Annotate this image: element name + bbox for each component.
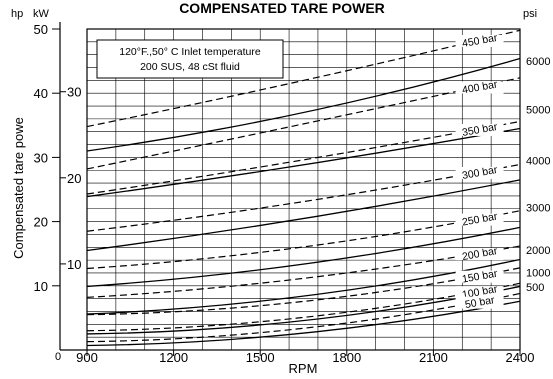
annotation-line-1: 120°F.,50° C Inlet temperature bbox=[119, 46, 261, 58]
x-tick-label: 1800 bbox=[332, 350, 361, 365]
x-tick-label: 900 bbox=[76, 350, 98, 365]
hp-tick-label: 10 bbox=[34, 279, 48, 294]
hp-tick-label: 20 bbox=[34, 215, 48, 230]
solid-series-line bbox=[86, 300, 521, 347]
series-label: 400 bar bbox=[461, 78, 499, 96]
x-tick-label: 2400 bbox=[506, 350, 535, 365]
x-tick-label: 2100 bbox=[419, 350, 448, 365]
x-tick-label: 1200 bbox=[159, 350, 188, 365]
dashed-series-line bbox=[86, 163, 521, 232]
psi-tick-label: 1000 bbox=[526, 267, 550, 279]
series-label: 450 bar bbox=[461, 32, 499, 50]
dashed-series-line bbox=[86, 245, 521, 298]
kw-tick-label: 20 bbox=[67, 171, 81, 186]
series-label-bg bbox=[455, 81, 504, 94]
x-tick-label: 1500 bbox=[246, 350, 275, 365]
solid-series-line bbox=[86, 226, 521, 288]
psi-tick-label: 2000 bbox=[526, 245, 550, 257]
series-label-bg bbox=[455, 213, 504, 226]
kw-tick-label: 10 bbox=[67, 257, 81, 272]
dashed-series-line bbox=[86, 29, 521, 128]
annotation-frame bbox=[96, 39, 284, 79]
hp-tick-label: 40 bbox=[34, 86, 48, 101]
chart-title: COMPENSATED TARE POWER bbox=[179, 0, 385, 16]
hp-unit-label: hp bbox=[11, 8, 23, 20]
x-zero-label: 0 bbox=[55, 351, 61, 363]
series-label-bg bbox=[455, 286, 504, 299]
annotation-line-2: 200 SUS, 48 cSt fluid bbox=[140, 61, 240, 73]
x-axis-label: RPM bbox=[289, 361, 318, 376]
axes bbox=[52, 22, 521, 356]
series-label-bg bbox=[455, 248, 504, 261]
dashed-series-line bbox=[86, 282, 521, 332]
hp-tick-label: 50 bbox=[34, 22, 48, 37]
kw-tick-label: 30 bbox=[67, 85, 81, 100]
psi-unit-label: psi bbox=[523, 8, 537, 20]
series-label-bg bbox=[455, 166, 504, 179]
psi-tick-label: 500 bbox=[526, 282, 544, 294]
series-label-bg bbox=[455, 123, 504, 136]
psi-tick-label: 4000 bbox=[526, 156, 550, 168]
dashed-series-line bbox=[86, 267, 521, 316]
plot-border bbox=[86, 28, 521, 351]
dashed-series-line bbox=[86, 292, 521, 343]
psi-tick-label: 3000 bbox=[526, 202, 550, 214]
solid-series-line bbox=[86, 179, 521, 252]
kw-unit-label: kW bbox=[33, 8, 50, 20]
psi-tick-label: 5000 bbox=[526, 104, 550, 116]
hp-tick-label: 30 bbox=[34, 150, 48, 165]
dashed-series-line bbox=[86, 77, 521, 170]
solid-series-line bbox=[86, 258, 521, 315]
y-axis-label: Compensated tare powe bbox=[11, 117, 26, 259]
series-label: 50 bar bbox=[464, 294, 496, 311]
psi-tick-label: 6000 bbox=[526, 56, 550, 68]
annotation-box: 120°F.,50° C Inlet temperature 200 SUS, … bbox=[96, 39, 284, 79]
series-label-bg bbox=[455, 34, 504, 47]
solid-series-line bbox=[86, 57, 521, 152]
solid-series-line bbox=[86, 127, 521, 198]
series-label: 300 bar bbox=[461, 164, 499, 182]
series-label: 250 bar bbox=[461, 210, 499, 228]
series-label-bg bbox=[455, 296, 504, 309]
series-label-bg bbox=[455, 270, 504, 283]
